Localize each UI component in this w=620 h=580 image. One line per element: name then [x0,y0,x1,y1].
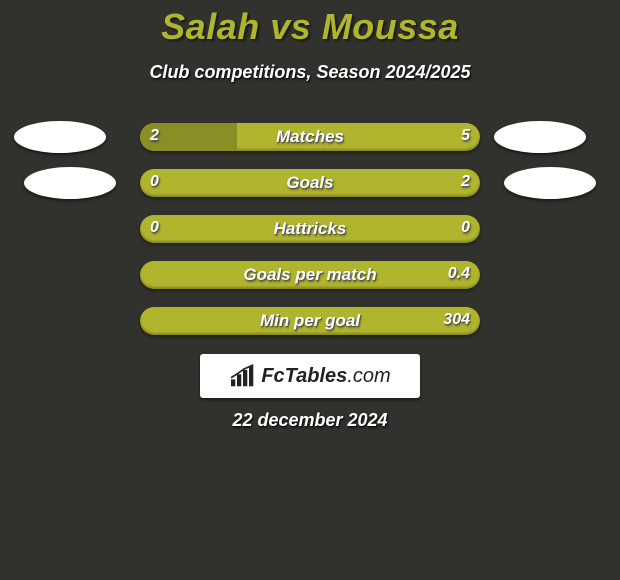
player-left-marker [24,167,116,199]
stat-right-value: 2 [461,173,470,191]
stat-label: Min per goal [140,311,480,331]
stat-right-value: 5 [461,127,470,145]
title-player-left: Salah [161,6,260,47]
page-title: Salah vs Moussa [0,0,620,48]
bar-track: 0 Hattricks 0 [140,215,480,243]
stat-row-goals-per-match: Goals per match 0.4 [0,256,620,302]
stat-label: Goals per match [140,265,480,285]
player-right-marker [494,121,586,153]
comparison-chart: 2 Matches 5 0 Goals 2 0 Hattricks 0 Goal… [0,118,620,348]
stat-right-value: 0 [461,219,470,237]
branding-light: .com [347,365,390,387]
title-player-right: Moussa [322,6,459,47]
stat-label: Hattricks [140,219,480,239]
stat-row-min-per-goal: Min per goal 304 [0,302,620,348]
stat-row-hattricks: 0 Hattricks 0 [0,210,620,256]
stat-left-value: 0 [150,173,159,191]
stat-left-value: 2 [150,127,159,145]
bar-track: Goals per match 0.4 [140,261,480,289]
footer-date: 22 december 2024 [0,410,620,431]
stat-right-value: 304 [443,311,470,329]
branding-strong: FcTables [261,365,347,387]
player-left-marker [14,121,106,153]
branding-text: FcTables.com [261,365,390,388]
title-vs: vs [270,6,311,47]
player-right-marker [504,167,596,199]
bar-track: Min per goal 304 [140,307,480,335]
stat-right-value: 0.4 [448,265,470,283]
bar-track: 0 Goals 2 [140,169,480,197]
stat-row-goals: 0 Goals 2 [0,164,620,210]
stat-row-matches: 2 Matches 5 [0,118,620,164]
subtitle: Club competitions, Season 2024/2025 [0,62,620,83]
bar-track: 2 Matches 5 [140,123,480,151]
branding-badge: FcTables.com [200,354,420,398]
stat-label: Goals [140,173,480,193]
stat-left-value: 0 [150,219,159,237]
bar-chart-icon [229,364,257,388]
